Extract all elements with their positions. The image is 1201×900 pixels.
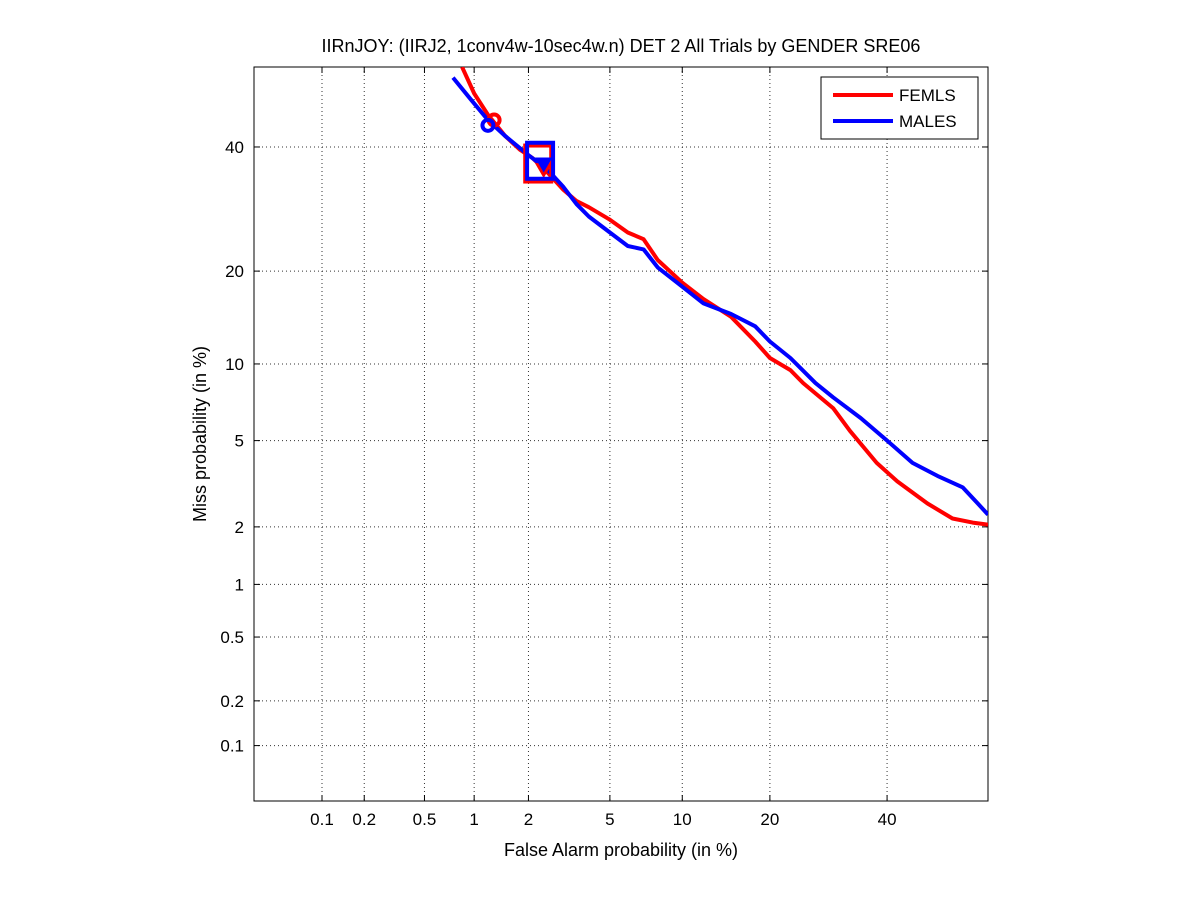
y-tick-label: 20 [225, 262, 244, 281]
y-tick-label: 5 [235, 432, 244, 451]
y-axis-label: Miss probability (in %) [190, 346, 210, 522]
plot-frame [253, 66, 989, 802]
y-tick-label: 0.1 [220, 737, 244, 756]
y-tick-label: 2 [235, 518, 244, 537]
y-tick-label: 1 [235, 575, 244, 594]
x-tick-label: 0.5 [413, 810, 437, 829]
y-tick-label: 40 [225, 138, 244, 157]
y-tick-label: 0.5 [220, 628, 244, 647]
x-tick-label: 1 [469, 810, 478, 829]
x-tick-label: 5 [605, 810, 614, 829]
legend-box [820, 76, 979, 140]
legend: FEMLS MALES [820, 76, 979, 140]
y-tick-label: 0.2 [220, 692, 244, 711]
legend-label-femls: FEMLS [899, 86, 956, 105]
x-tick-label: 10 [673, 810, 692, 829]
x-axis-label: False Alarm probability (in %) [504, 840, 738, 860]
chart-title: IIRnJOY: (IIRJ2, 1conv4w-10sec4w.n) DET … [322, 36, 921, 56]
y-tick-label: 10 [225, 355, 244, 374]
marker-layer [480, 112, 556, 184]
x-tick-label: 0.2 [352, 810, 376, 829]
legend-label-males: MALES [899, 112, 957, 131]
axis-ticks: 0.1 0.2 0.5 1 2 5 10 20 40 0.1 0.2 0.5 1 2 5 10 20 40 [220, 67, 988, 829]
males-triangle-marker [534, 157, 553, 173]
x-tick-label: 2 [524, 810, 533, 829]
males-square-marker [525, 140, 556, 181]
males-circle-marker [480, 117, 496, 133]
x-tick-label: 0.1 [310, 810, 334, 829]
x-tick-label: 40 [878, 810, 897, 829]
x-tick-label: 20 [760, 810, 779, 829]
